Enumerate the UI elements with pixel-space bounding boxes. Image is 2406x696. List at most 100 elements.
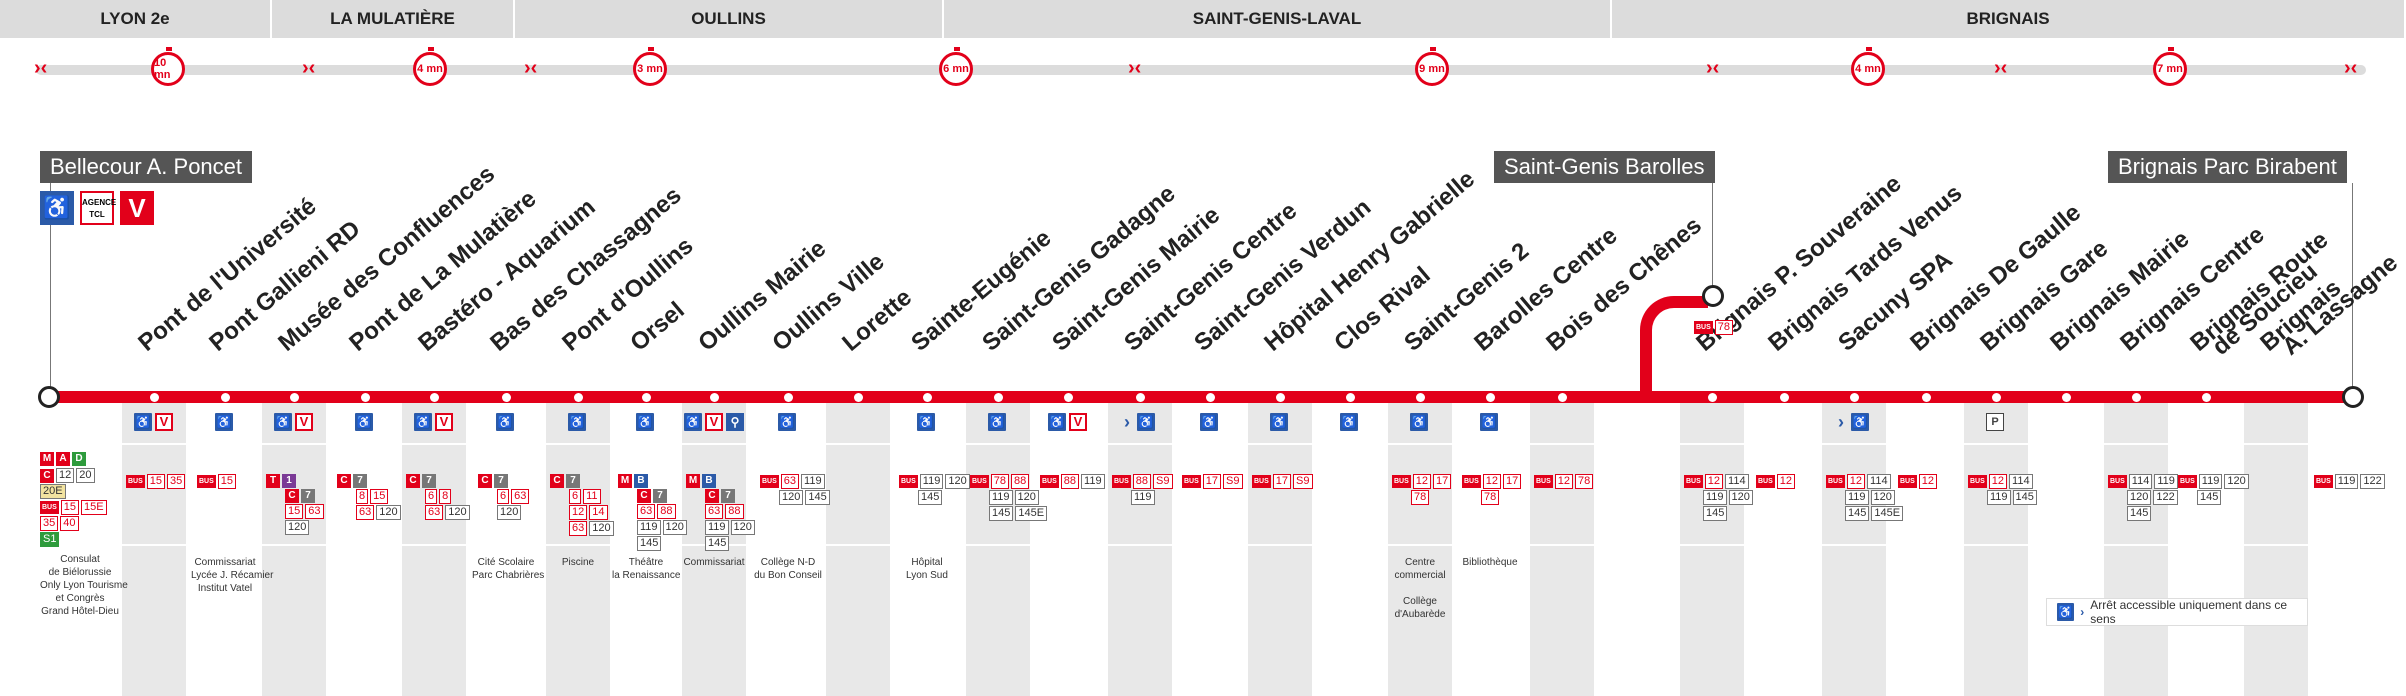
bus-line-number: 120 [285, 520, 310, 535]
accessible-icon: ♿ [40, 191, 74, 225]
bus-line-number: 15 [60, 500, 80, 515]
accessible-icon: ♿ [636, 413, 654, 431]
bus-line-number: 119 [2154, 474, 2178, 489]
bus-line-number: 119 [801, 474, 825, 489]
bus-tag-icon: BUS [40, 501, 59, 514]
line-row: 78 [1462, 490, 1521, 505]
bus-line-number: 122 [2153, 490, 2178, 505]
stop-dot [361, 393, 370, 402]
line-row: BUS 12 17 [1392, 474, 1452, 489]
bus-line-number: 119 [705, 520, 729, 535]
accessible-icon: ♿ [274, 413, 292, 431]
line-row: 12 14 [550, 505, 614, 520]
stop-connections: BUS 17 S9 [1182, 474, 1243, 489]
legend-text: Arrêt accessible uniquement dans ce sens [2090, 598, 2288, 626]
separator-chevron: ›‹ [1994, 57, 2008, 79]
bus-line-number: 120 [445, 505, 470, 520]
stop-icons: ♿ [778, 413, 796, 431]
stop-dot [221, 393, 230, 402]
bus-tag-icon: BUS [1392, 475, 1411, 488]
stop-dot [574, 393, 583, 402]
tram-icon: V [705, 413, 723, 431]
bus-line-number: 78 [1411, 490, 1430, 505]
row-divider [0, 544, 2406, 546]
line-row: 119 120 [1684, 490, 1753, 505]
zone-label: LYON 2e [100, 9, 170, 28]
line-row: BUS 63 119 [760, 474, 830, 489]
stop-poi: Centre commercial Collège d'Aubarède [1394, 557, 1446, 620]
stop-dot [290, 393, 299, 402]
bus-line-number: 15 [217, 474, 237, 489]
stop-dot [642, 393, 651, 402]
stop-dot [1276, 393, 1285, 402]
bus-line-number: 119 [989, 490, 1013, 505]
bus-tag-icon: BUS [1756, 475, 1775, 488]
bus-line-number: 145 [989, 506, 1014, 521]
stop-poi: Hôpital Lyon Sud [906, 557, 948, 581]
bus-line-number: 120 [1728, 490, 1753, 505]
bus-line-number: 120 [2127, 490, 2152, 505]
metro-m-icon: M [618, 474, 632, 488]
bus-line-number: 35 [40, 516, 59, 531]
row-divider [0, 443, 2406, 445]
bus-line-number: 17 [1272, 474, 1292, 489]
zone-label: SAINT-GENIS-LAVAL [1192, 9, 1362, 28]
line-row: BUS 12 114 [1826, 474, 1903, 489]
bus-line-number: 63 [705, 504, 724, 519]
accessible-icon: ♿ [1200, 413, 1218, 431]
terminal-start-connector [50, 183, 51, 391]
line-row: 8 15 [337, 489, 401, 504]
stop-connections: BUS 12 114 119 120 145 145E [1826, 474, 1904, 521]
zone-1: LYON 2e [0, 0, 272, 38]
bus-line-number: 119 [1987, 490, 2011, 505]
bus-tag-icon: BUS [1462, 475, 1481, 488]
tcl-agency-icon: AGENCE TCL [80, 191, 116, 225]
stop-connections: BUS 12 78 [1534, 474, 1594, 489]
bus-line-number: 20 [76, 468, 95, 483]
travel-time-icon: 4 mn [1851, 47, 1885, 86]
bus-line-number: 88 [725, 504, 744, 519]
stop-icons: ♿ [1340, 413, 1358, 431]
bus-line-number: 119 [637, 520, 661, 535]
bus-line-number: 17 [1202, 474, 1222, 489]
start-connections: M A D C 12 20 20E BUS 15 15E 35 40 S1 Consulat de… [40, 452, 128, 618]
stop-icons: ♿ [988, 413, 1006, 431]
bus-line-number: 120 [945, 474, 970, 489]
bus-line-number: 12 [1776, 474, 1796, 489]
parking-icon: P [1986, 413, 2004, 431]
terminal-end-label: Brignais Parc Birabent [2108, 151, 2347, 183]
main-line [49, 391, 2355, 403]
bus-line-number: 119 [2334, 474, 2359, 489]
bus-line-number: 145 [2197, 490, 2222, 505]
stop-connections: BUS 15 35 [126, 474, 186, 489]
terminal-start-label: Bellecour A. Poncet [40, 151, 253, 183]
direction-arrow-icon: › [1124, 412, 1130, 432]
stop-poi: Commissariat [683, 557, 745, 568]
travel-time-value: 10 mn [154, 57, 171, 81]
stop-dot [1558, 393, 1567, 402]
accessible-icon: ♿ [917, 413, 935, 431]
line-row: 120 [478, 505, 529, 520]
stop-connections: C 7 6 63 120 [478, 474, 530, 520]
stop-poi: Collège N-D du Bon Conseil [754, 557, 822, 581]
stop-icons: ♿ V [1048, 413, 1087, 431]
bus-line-number: 17 [1433, 474, 1452, 489]
line-row: BUS 12 17 [1462, 474, 1522, 489]
bus-tag-icon: BUS [1112, 475, 1131, 488]
line-row: 120 122 [2108, 490, 2178, 505]
stop-dot [1206, 393, 1215, 402]
cristalis-icon: C [40, 468, 54, 483]
bus-line-number: 63 [511, 489, 530, 504]
line-row: 145 [2108, 506, 2178, 521]
line-row: 145 145E [1826, 506, 1904, 521]
line-row: 119 [1112, 490, 1173, 505]
bus-tag-icon: BUS [197, 475, 216, 488]
cristalis-icon: C [406, 474, 420, 488]
line-row: BUS 17 S9 [1182, 474, 1243, 489]
direction-arrow-icon: › [1838, 412, 1844, 432]
stop-icons: ♿ V [414, 413, 453, 431]
